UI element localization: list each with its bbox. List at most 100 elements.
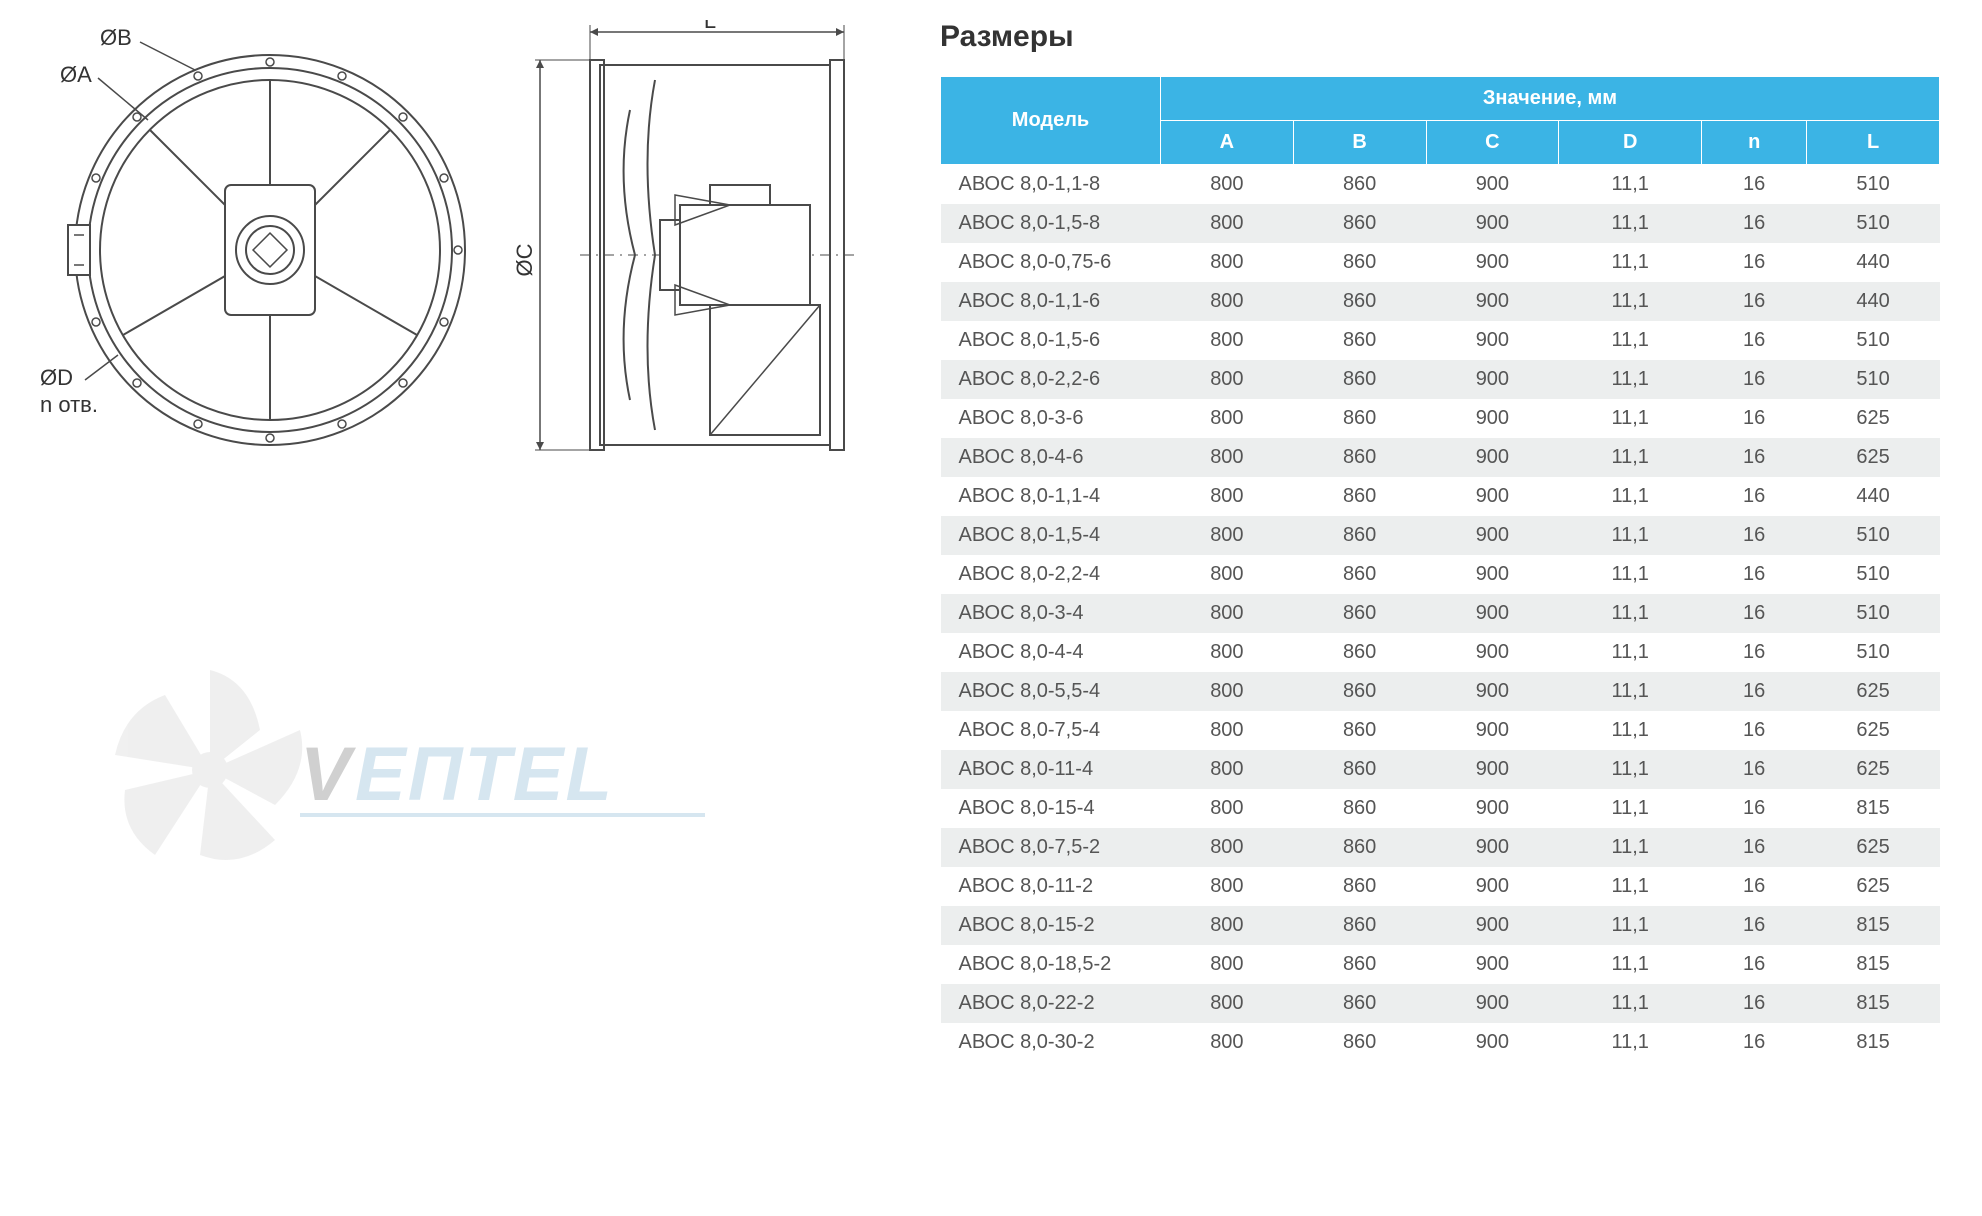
cell-b: 860	[1293, 594, 1426, 633]
cell-d: 11,1	[1559, 243, 1702, 282]
cell-l: 510	[1807, 594, 1940, 633]
cell-l: 625	[1807, 867, 1940, 906]
cell-a: 800	[1161, 1023, 1294, 1062]
cell-d: 11,1	[1559, 594, 1702, 633]
table-row: АВОС 8,0-4-480086090011,116510	[941, 633, 1940, 672]
cell-a: 800	[1161, 633, 1294, 672]
cell-b: 860	[1293, 867, 1426, 906]
cell-model: АВОС 8,0-30-2	[941, 1023, 1161, 1062]
cell-a: 800	[1161, 828, 1294, 867]
cell-b: 860	[1293, 438, 1426, 477]
table-row: АВОС 8,0-1,5-880086090011,116510	[941, 204, 1940, 243]
cell-d: 11,1	[1559, 672, 1702, 711]
cell-c: 900	[1426, 165, 1559, 205]
cell-c: 900	[1426, 828, 1559, 867]
cell-c: 900	[1426, 672, 1559, 711]
cell-model: АВОС 8,0-1,5-6	[941, 321, 1161, 360]
cell-model: АВОС 8,0-15-2	[941, 906, 1161, 945]
table-row: АВОС 8,0-30-280086090011,116815	[941, 1023, 1940, 1062]
cell-model: АВОС 8,0-4-4	[941, 633, 1161, 672]
cell-n: 16	[1702, 1023, 1807, 1062]
cell-b: 860	[1293, 555, 1426, 594]
table-row: АВОС 8,0-0,75-680086090011,116440	[941, 243, 1940, 282]
table-row: АВОС 8,0-18,5-280086090011,116815	[941, 945, 1940, 984]
cell-l: 510	[1807, 555, 1940, 594]
label-ob: ØB	[100, 25, 132, 50]
cell-b: 860	[1293, 360, 1426, 399]
cell-b: 860	[1293, 399, 1426, 438]
cell-model: АВОС 8,0-1,1-6	[941, 282, 1161, 321]
cell-c: 900	[1426, 360, 1559, 399]
cell-b: 860	[1293, 321, 1426, 360]
cell-l: 815	[1807, 906, 1940, 945]
cell-a: 800	[1161, 516, 1294, 555]
cell-n: 16	[1702, 555, 1807, 594]
section-title: Размеры	[940, 20, 1940, 54]
cell-c: 900	[1426, 438, 1559, 477]
left-column: ØB ØA ØD n отв.	[40, 20, 900, 1062]
cell-a: 800	[1161, 555, 1294, 594]
cell-a: 800	[1161, 711, 1294, 750]
cell-model: АВОС 8,0-1,1-4	[941, 477, 1161, 516]
cell-b: 860	[1293, 711, 1426, 750]
cell-d: 11,1	[1559, 867, 1702, 906]
cell-c: 900	[1426, 321, 1559, 360]
cell-c: 900	[1426, 594, 1559, 633]
cell-d: 11,1	[1559, 789, 1702, 828]
header-col-n: n	[1702, 121, 1807, 165]
table-row: АВОС 8,0-22-280086090011,116815	[941, 984, 1940, 1023]
cell-a: 800	[1161, 243, 1294, 282]
table-header: Модель Значение, мм ABCDnL	[941, 77, 1940, 165]
cell-n: 16	[1702, 750, 1807, 789]
table-row: АВОС 8,0-3-680086090011,116625	[941, 399, 1940, 438]
table-row: АВОС 8,0-11-480086090011,116625	[941, 750, 1940, 789]
cell-b: 860	[1293, 282, 1426, 321]
cell-n: 16	[1702, 243, 1807, 282]
cell-c: 900	[1426, 945, 1559, 984]
cell-l: 510	[1807, 633, 1940, 672]
cell-n: 16	[1702, 165, 1807, 205]
right-column: Размеры Модель Значение, мм ABCDnL АВОС …	[940, 20, 1940, 1062]
cell-l: 510	[1807, 204, 1940, 243]
cell-a: 800	[1161, 750, 1294, 789]
cell-d: 11,1	[1559, 750, 1702, 789]
cell-l: 510	[1807, 516, 1940, 555]
cell-l: 625	[1807, 672, 1940, 711]
cell-model: АВОС 8,0-3-6	[941, 399, 1161, 438]
cell-b: 860	[1293, 828, 1426, 867]
cell-n: 16	[1702, 789, 1807, 828]
cell-a: 800	[1161, 360, 1294, 399]
cell-n: 16	[1702, 711, 1807, 750]
cell-a: 800	[1161, 282, 1294, 321]
cell-c: 900	[1426, 984, 1559, 1023]
cell-d: 11,1	[1559, 945, 1702, 984]
cell-model: АВОС 8,0-11-4	[941, 750, 1161, 789]
cell-b: 860	[1293, 906, 1426, 945]
cell-c: 900	[1426, 204, 1559, 243]
cell-a: 800	[1161, 204, 1294, 243]
cell-n: 16	[1702, 867, 1807, 906]
cell-model: АВОС 8,0-7,5-2	[941, 828, 1161, 867]
header-col-a: A	[1161, 121, 1294, 165]
cell-d: 11,1	[1559, 321, 1702, 360]
cell-c: 900	[1426, 789, 1559, 828]
cell-n: 16	[1702, 438, 1807, 477]
header-model: Модель	[941, 77, 1161, 165]
cell-n: 16	[1702, 399, 1807, 438]
cell-d: 11,1	[1559, 165, 1702, 205]
cell-l: 440	[1807, 477, 1940, 516]
cell-d: 11,1	[1559, 360, 1702, 399]
cell-model: АВОС 8,0-7,5-4	[941, 711, 1161, 750]
cell-d: 11,1	[1559, 555, 1702, 594]
cell-b: 860	[1293, 165, 1426, 205]
cell-model: АВОС 8,0-11-2	[941, 867, 1161, 906]
cell-n: 16	[1702, 282, 1807, 321]
cell-d: 11,1	[1559, 204, 1702, 243]
cell-a: 800	[1161, 165, 1294, 205]
cell-l: 815	[1807, 1023, 1940, 1062]
cell-l: 440	[1807, 282, 1940, 321]
cell-n: 16	[1702, 984, 1807, 1023]
cell-a: 800	[1161, 984, 1294, 1023]
cell-model: АВОС 8,0-3-4	[941, 594, 1161, 633]
cell-b: 860	[1293, 945, 1426, 984]
